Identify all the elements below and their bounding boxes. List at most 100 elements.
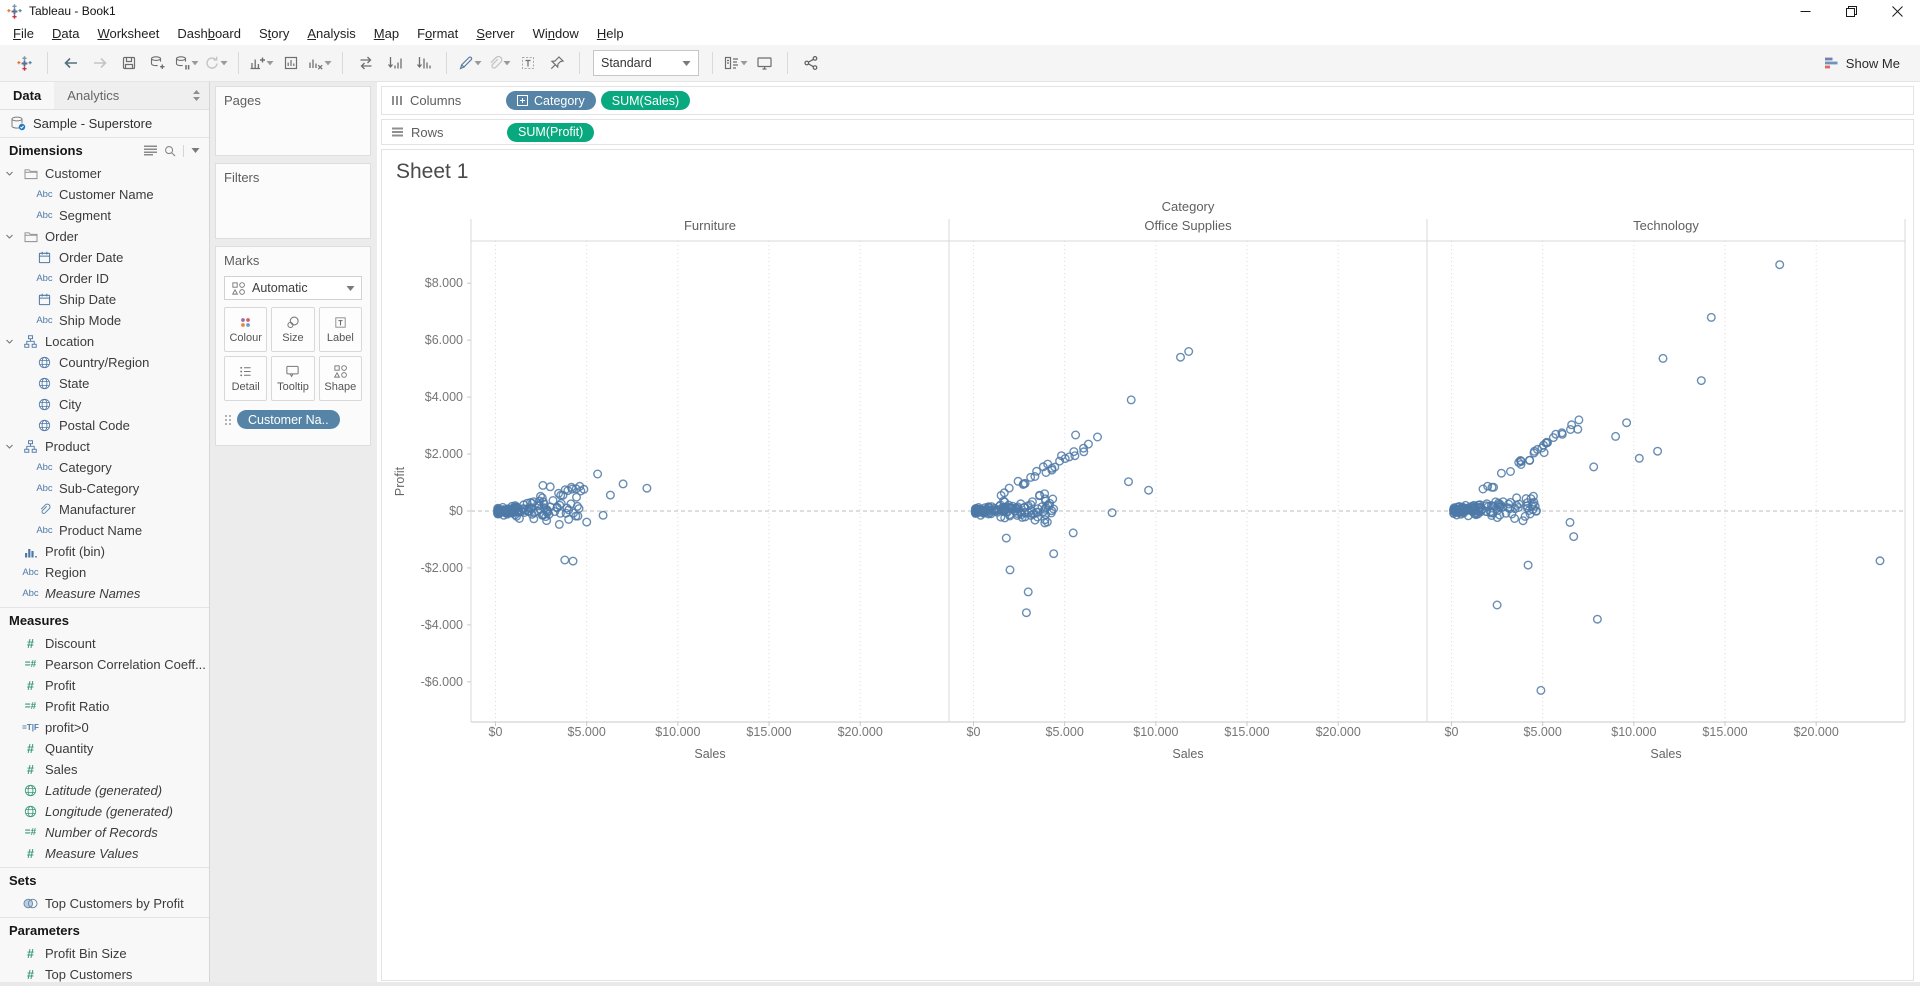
scatter-mark[interactable]	[1551, 429, 1561, 439]
dimension-state[interactable]: State	[0, 373, 209, 394]
scatter-mark[interactable]	[1492, 600, 1502, 610]
scatter-mark[interactable]	[1004, 483, 1014, 493]
dimension-region[interactable]: Abc Region	[0, 562, 209, 583]
highlight-button[interactable]	[456, 49, 483, 77]
scatter-mark[interactable]	[1496, 468, 1506, 478]
dimension-ship-mode[interactable]: Abc Ship Mode	[0, 310, 209, 331]
measure-number-of-records[interactable]: =# Number of Records	[0, 822, 209, 843]
pill-sum(profit)[interactable]: SUM(Profit)	[507, 122, 595, 142]
scatter-mark[interactable]	[1536, 685, 1546, 695]
parameter-top-customers[interactable]: # Top Customers	[0, 964, 209, 985]
marks-label-button[interactable]: Label	[318, 307, 362, 352]
scatter-mark[interactable]	[1706, 312, 1716, 322]
new-worksheet-button[interactable]	[248, 49, 275, 77]
dimension-product[interactable]: Product	[0, 436, 209, 457]
scatter-mark[interactable]	[1696, 376, 1706, 386]
dimension-postal-code[interactable]: Postal Code	[0, 415, 209, 436]
dimension-customer[interactable]: Customer	[0, 163, 209, 184]
filters-shelf[interactable]: Filters	[215, 163, 371, 239]
scatter-mark[interactable]	[1611, 431, 1621, 441]
scatter-mark[interactable]	[1071, 430, 1081, 440]
scatter-mark[interactable]	[568, 556, 578, 566]
scatter-mark[interactable]	[980, 503, 990, 513]
scatter-mark[interactable]	[1516, 456, 1526, 466]
menu-analysis[interactable]: Analysis	[307, 26, 356, 41]
scatter-mark[interactable]	[1126, 395, 1136, 405]
sort-descending-button[interactable]	[410, 49, 437, 77]
scatter-mark[interactable]	[534, 501, 544, 511]
dimension-location[interactable]: Location	[0, 331, 209, 352]
scatter-mark[interactable]	[1144, 485, 1154, 495]
scatter-mark[interactable]	[972, 507, 982, 517]
dimension-ship-date[interactable]: Ship Date	[0, 289, 209, 310]
scatter-mark[interactable]	[1592, 614, 1602, 624]
menu-format[interactable]: Format	[417, 26, 459, 41]
scatter-mark[interactable]	[529, 514, 539, 524]
dimension-customer-name[interactable]: Abc Customer Name	[0, 184, 209, 205]
scatter-mark[interactable]	[598, 510, 608, 520]
scatter-mark[interactable]	[1026, 472, 1036, 482]
dimension-sub-category[interactable]: Abc Sub-Category	[0, 478, 209, 499]
tableau-logo-button[interactable]	[11, 49, 38, 77]
scatter-mark[interactable]	[1516, 460, 1526, 470]
scatter-mark[interactable]	[1176, 352, 1186, 362]
scatter-mark[interactable]	[1000, 513, 1010, 523]
scatter-mark[interactable]	[527, 509, 537, 519]
measure-profit-ratio[interactable]: =# Profit Ratio	[0, 696, 209, 717]
scatter-mark[interactable]	[493, 509, 503, 519]
menu-data[interactable]: Data	[51, 26, 80, 41]
scatter-mark[interactable]	[1107, 508, 1117, 518]
scatter-mark[interactable]	[1471, 508, 1481, 518]
dimension-country-region[interactable]: Country/Region	[0, 352, 209, 373]
scatter-mark[interactable]	[558, 490, 568, 500]
minimize-button[interactable]	[1782, 0, 1828, 22]
scatter-mark[interactable]	[1529, 446, 1539, 456]
scatter-mark[interactable]	[1524, 455, 1534, 465]
scatter-mark[interactable]	[593, 469, 603, 479]
scatter-mark[interactable]	[1020, 507, 1030, 517]
menu-worksheet[interactable]: Worksheet	[97, 26, 160, 41]
scatter-mark[interactable]	[561, 508, 571, 518]
scatter-mark[interactable]	[1032, 466, 1042, 476]
scatter-mark[interactable]	[1184, 346, 1194, 356]
scatter-mark[interactable]	[576, 486, 586, 496]
set-top-customers-by-profit[interactable]: Top Customers by Profit	[0, 893, 209, 914]
scatter-mark[interactable]	[605, 490, 615, 500]
menu-map[interactable]: Map	[373, 26, 400, 41]
menu-dashboard[interactable]: Dashboard	[177, 26, 241, 41]
dimension-order[interactable]: Order	[0, 226, 209, 247]
scatter-mark[interactable]	[554, 519, 564, 529]
scatter-mark[interactable]	[1038, 507, 1048, 517]
fit-selector[interactable]: Standard	[593, 50, 699, 76]
swap-rows-columns-button[interactable]	[352, 49, 379, 77]
fix-axes-button[interactable]	[543, 49, 570, 77]
scatter-mark[interactable]	[1523, 560, 1533, 570]
menu-file[interactable]: File	[13, 26, 34, 41]
scatter-mark[interactable]	[1023, 587, 1033, 597]
presentation-mode-button[interactable]	[751, 49, 778, 77]
scatter-mark[interactable]	[1634, 453, 1644, 463]
rows-shelf[interactable]: Rows SUM(Profit)	[381, 119, 1914, 145]
marks-size-button[interactable]: Size	[271, 307, 315, 352]
measure-profit[interactable]: # Profit	[0, 675, 209, 696]
scatter-mark[interactable]	[1875, 556, 1885, 566]
scatter-mark[interactable]	[514, 514, 524, 524]
scatter-mark[interactable]	[571, 492, 581, 502]
scatter-mark[interactable]	[1574, 415, 1584, 425]
scatter-mark[interactable]	[989, 503, 999, 513]
scatter-mark[interactable]	[542, 516, 552, 526]
scatter-mark[interactable]	[1033, 512, 1043, 522]
scatter-mark[interactable]	[554, 488, 564, 498]
scatter-mark[interactable]	[1055, 456, 1065, 466]
pill-sum(sales)[interactable]: SUM(Sales)	[600, 91, 691, 110]
scatter-mark[interactable]	[535, 491, 545, 501]
scatter-mark[interactable]	[1622, 418, 1632, 428]
scatter-mark[interactable]	[1019, 479, 1029, 489]
dimension-order-id[interactable]: Abc Order ID	[0, 268, 209, 289]
scatter-mark[interactable]	[1449, 505, 1459, 515]
restore-button[interactable]	[1828, 0, 1874, 22]
view-as-list-icon[interactable]	[144, 145, 157, 156]
scatter-mark[interactable]	[1589, 462, 1599, 472]
datasource-item[interactable]: Sample - Superstore	[0, 110, 209, 137]
scatter-mark[interactable]	[552, 503, 562, 513]
